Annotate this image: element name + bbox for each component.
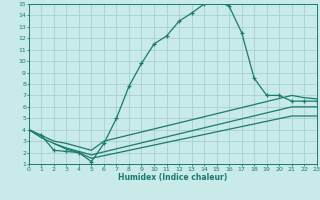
X-axis label: Humidex (Indice chaleur): Humidex (Indice chaleur) <box>118 173 228 182</box>
